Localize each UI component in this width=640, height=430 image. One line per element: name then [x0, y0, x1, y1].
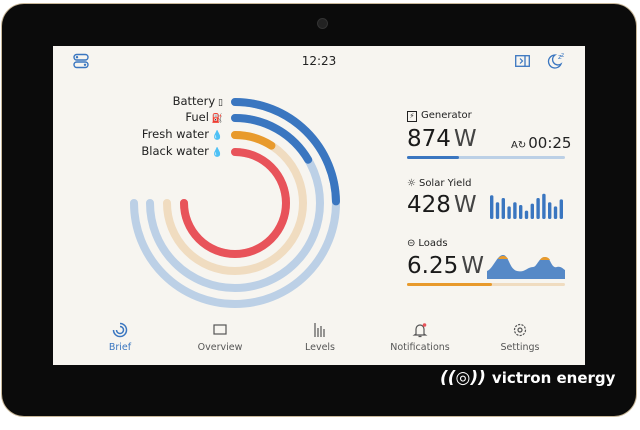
- gauge-label: Battery ▯: [173, 94, 223, 108]
- loads-history-chart: [487, 255, 565, 279]
- generator-icon: ⚡: [407, 111, 417, 122]
- solar-bar: [501, 198, 505, 219]
- gauge-label-text: Battery: [172, 94, 216, 108]
- solar-bar: [536, 198, 540, 219]
- nav-notifications[interactable]: Notifications: [375, 320, 465, 353]
- generator-progress: [407, 156, 565, 159]
- solar-bar: [513, 202, 517, 219]
- camera: [317, 18, 328, 29]
- victron-logo-mark: ((◎)): [440, 368, 486, 388]
- gauge-label: Fresh water 💧: [142, 127, 223, 141]
- svg-text:z: z: [561, 52, 564, 59]
- clock: 12:23: [301, 54, 337, 68]
- nav-overview[interactable]: Overview: [175, 320, 265, 353]
- loads-power: 6.25 W: [407, 253, 484, 279]
- generator-power: 874 W: [407, 126, 477, 152]
- gauge-level-battery: [231, 98, 340, 206]
- bell-icon: [412, 323, 428, 338]
- levels-icon: [314, 323, 325, 337]
- gauge-label-text: Fuel: [185, 110, 209, 124]
- generator-title: ⚡ Generator: [407, 110, 472, 122]
- loads-title: ⊝ Loads: [407, 238, 448, 249]
- gauge-level-fresh-water: [231, 131, 276, 150]
- fuel-pump-icon: ⛽: [208, 114, 223, 124]
- solar-history-chart: [490, 193, 563, 219]
- overview-icon: [213, 324, 227, 335]
- loads-progress: [407, 283, 565, 286]
- svg-text:z: z: [558, 53, 562, 61]
- solar-power: 428 W: [407, 192, 477, 218]
- gauge-track: [163, 131, 307, 275]
- gear-icon: [513, 323, 527, 337]
- sidebar-toggle-icon[interactable]: [515, 55, 530, 67]
- solar-bar: [495, 202, 500, 219]
- nav-levels[interactable]: Levels: [275, 320, 365, 353]
- solar-bar: [553, 206, 558, 219]
- battery-icon: ▯: [215, 98, 223, 108]
- gauge-label: Black water 💧: [141, 144, 223, 158]
- gauge-label-text: Fresh water: [141, 127, 209, 141]
- solar-bar: [542, 193, 546, 219]
- water-drop-icon: 💧: [208, 148, 223, 158]
- solar-title: ☼ Solar Yield: [407, 178, 472, 189]
- brief-icon: [112, 322, 128, 338]
- gauge-level-fuel: [231, 114, 313, 164]
- solar-bar: [559, 199, 563, 219]
- water-drop-icon: 💧: [208, 131, 223, 141]
- solar-bar: [548, 202, 552, 219]
- toggles-icon[interactable]: [73, 53, 89, 69]
- solar-bar: [524, 210, 529, 219]
- sun-icon: ☼: [407, 178, 416, 189]
- gauge-label: Fuel ⛽: [185, 110, 223, 124]
- solar-bar: [530, 203, 534, 219]
- auto-start-icon: A↻: [511, 140, 527, 151]
- generator-runtime: A↻ 00:25: [511, 134, 572, 152]
- solar-bar: [507, 206, 511, 219]
- victron-logo: ((◎)) victron energy: [440, 368, 616, 388]
- loads-icon: ⊝: [407, 238, 416, 249]
- gauge-level-black-water: [180, 148, 290, 258]
- tank-gauges: [130, 98, 340, 308]
- solar-bar: [490, 195, 494, 219]
- nav-brief[interactable]: Brief: [75, 320, 165, 353]
- nav-settings[interactable]: Settings: [475, 320, 565, 353]
- solar-bar: [519, 205, 523, 219]
- gauge-label-text: Black water: [141, 144, 209, 158]
